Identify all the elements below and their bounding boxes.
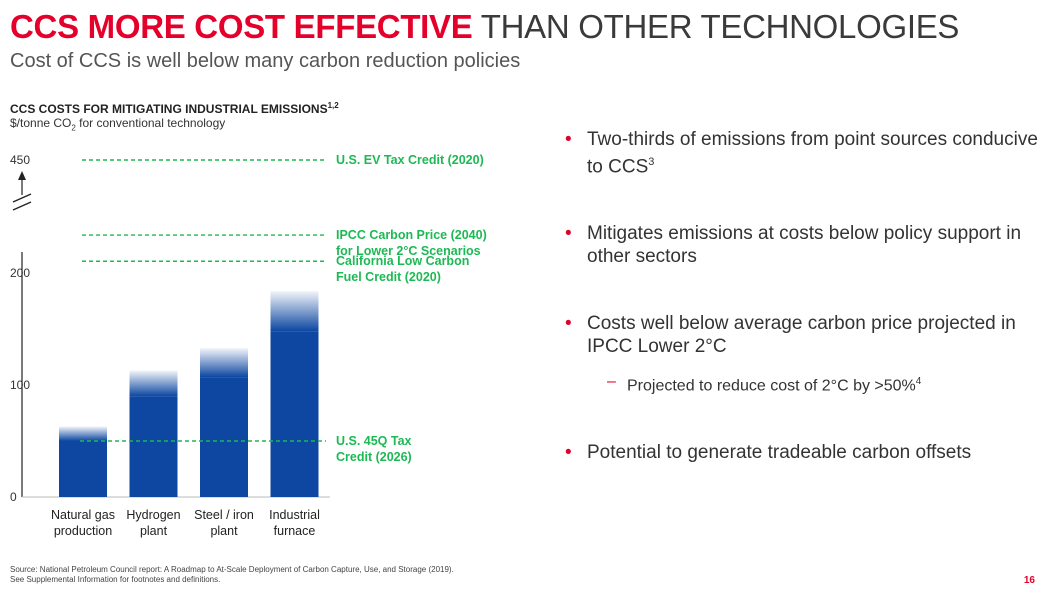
title-strong: CCS MORE COST EFFECTIVE (10, 8, 473, 45)
ccs-cost-chart: 0 100 200 450 Natural gas production Hydrogen p… (10, 153, 487, 538)
x-category-label: plant (210, 524, 238, 538)
y-tick-label: 0 (10, 490, 17, 504)
bar-range-top (200, 348, 248, 378)
y-tick-label: 200 (10, 266, 30, 280)
reference-label: IPCC Carbon Price (2040) (336, 228, 487, 242)
chart-unit: $/tonne CO2 for conventional technology (10, 116, 225, 132)
bullet-item: • Mitigates emissions at costs below poli… (565, 222, 1045, 268)
bullet-text: Mitigates emissions at costs below polic… (587, 223, 1022, 268)
bullet-item: • Potential to generate tradeable carbon … (565, 441, 1045, 464)
page-number: 16 (1023, 575, 1035, 586)
y-tick-label: 450 (10, 153, 30, 167)
bullet-item: • Costs well below average carbon price p… (565, 312, 1045, 358)
y-axis-arrow (18, 171, 26, 180)
reference-label: U.S. EV Tax Credit (2020) (336, 153, 484, 167)
unit-sub: 2 (71, 123, 76, 133)
x-category-label: Steel / iron (194, 508, 254, 522)
reference-label: U.S. 45Q Tax (336, 434, 412, 448)
bullet-text: Two-thirds of emissions from point sourc… (587, 129, 1038, 178)
bullet-marker: • (565, 441, 572, 463)
bullet-text: Potential to generate tradeable carbon o… (587, 441, 972, 463)
chart-title-footnote: 1,2 (327, 101, 339, 110)
reference-label: California Low Carbon (336, 254, 469, 268)
bullet-marker: • (565, 223, 572, 245)
bar (129, 396, 178, 497)
bar (59, 441, 107, 497)
chart-title: CCS COSTS FOR MITIGATING INDUSTRIAL EMIS… (10, 101, 339, 116)
y-tick-label: 100 (10, 378, 30, 392)
axis-break-mark (12, 193, 32, 203)
bar (200, 377, 248, 497)
reference-label: Credit (2026) (336, 450, 412, 464)
bar (270, 331, 319, 497)
key-points: • Two-thirds of emissions from point sour… (565, 128, 1045, 464)
page-title: CCS MORE COST EFFECTIVE THAN OTHER TECHN… (10, 8, 959, 46)
bullet-text: Costs well below average carbon price pr… (587, 313, 1016, 358)
x-category-label: Industrial (269, 508, 320, 522)
unit-suffix: for conventional technology (75, 116, 226, 130)
x-category-label: Hydrogen (126, 508, 180, 522)
bullet-marker: • (565, 313, 572, 335)
bar-range-top (59, 426, 107, 441)
x-category-label: Natural gas (51, 508, 115, 522)
x-category-label: plant (140, 524, 168, 538)
source-footnote: Source: National Petroleum Council repor… (10, 565, 454, 574)
bullet-footnote: 3 (648, 156, 655, 168)
sub-bullet-item: – Projected to reduce cost of 2°C by >50%… (565, 372, 1045, 396)
sub-bullet-text: Projected to reduce cost of 2°C by >50% (627, 377, 916, 395)
unit-prefix: $/tonne CO (10, 116, 72, 130)
reference-label: for Lower 2°C Scenarios (336, 244, 481, 258)
bar-range-top (270, 290, 319, 332)
bar-range-top (129, 370, 178, 397)
sub-bullet-footnote: 4 (915, 376, 922, 388)
x-category-label: production (54, 524, 112, 538)
chart-title-text: CCS COSTS FOR MITIGATING INDUSTRIAL EMIS… (10, 102, 328, 116)
bullet-item: • Two-thirds of emissions from point sour… (565, 128, 1045, 178)
x-category-label: furnace (274, 524, 316, 538)
title-light: THAN OTHER TECHNOLOGIES (480, 8, 960, 45)
reference-label: Fuel Credit (2020) (336, 270, 441, 284)
sub-bullet-marker: – (607, 373, 616, 391)
supplemental-footnote: See Supplemental Information for footnot… (10, 575, 221, 584)
page-subtitle: Cost of CCS is well below many carbon re… (10, 50, 521, 72)
axis-break-mark (12, 201, 32, 211)
bullet-marker: • (565, 129, 572, 150)
